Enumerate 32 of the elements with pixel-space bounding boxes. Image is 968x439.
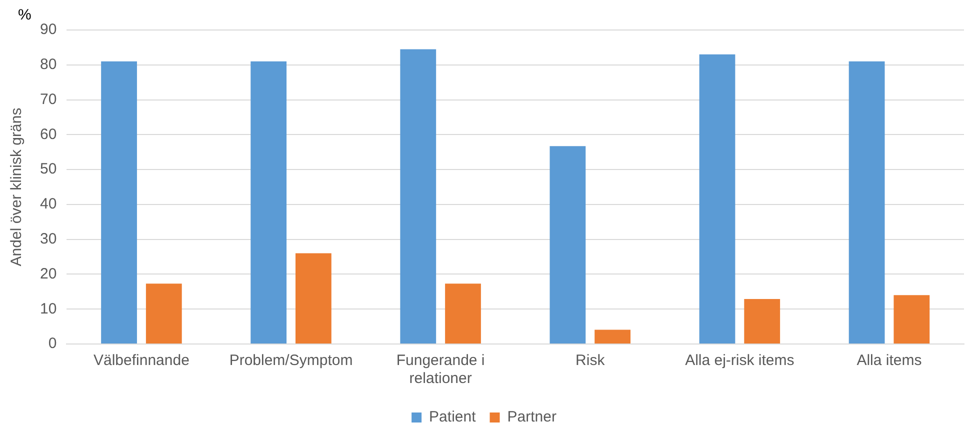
legend-label: Partner <box>507 408 556 426</box>
bar <box>250 61 287 344</box>
y-tick-label: 40 <box>40 196 57 213</box>
bar <box>445 284 481 344</box>
bar <box>550 146 586 344</box>
y-axis-title: Andel över klinisk gräns <box>8 108 26 266</box>
bar <box>400 49 436 344</box>
y-tick-label: 90 <box>40 21 57 38</box>
legend-label: Patient <box>429 408 477 426</box>
x-tick-label: Alla items <box>856 352 922 370</box>
bar <box>699 54 736 344</box>
y-tick-label: 80 <box>40 56 57 74</box>
bar <box>594 330 630 344</box>
y-tick-label: 70 <box>40 90 57 108</box>
y-tick-label: 60 <box>40 126 57 143</box>
x-tick-label: Problem/Symptom <box>229 352 353 370</box>
y-tick-label: 20 <box>40 265 57 282</box>
bar <box>894 295 930 344</box>
bar <box>101 61 137 344</box>
bar <box>848 61 885 344</box>
x-tick-label: Fungerande i relationer <box>396 352 485 388</box>
y-tick-label: 30 <box>40 230 57 248</box>
y-tick-label: 50 <box>40 160 57 178</box>
x-tick-label: Välbefinnande <box>94 352 190 370</box>
x-tick-label: Alla ej-risk items <box>685 352 794 370</box>
x-tick-label: Risk <box>576 352 606 370</box>
bar <box>146 284 182 344</box>
bar <box>296 253 332 344</box>
y-tick-label: 10 <box>40 300 57 318</box>
bar <box>744 298 780 344</box>
text: % <box>18 6 32 24</box>
y-tick-label: 0 <box>48 335 57 352</box>
